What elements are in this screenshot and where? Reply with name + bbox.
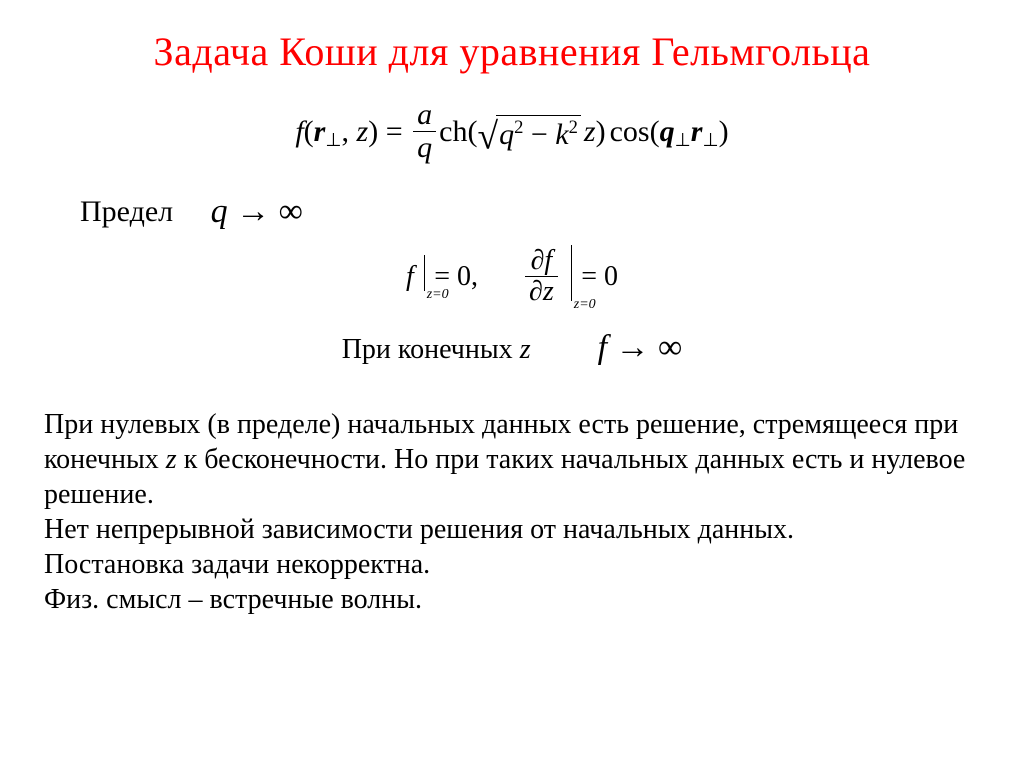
partial-num: ∂f [525,246,558,276]
symbol-f2: f [406,261,414,292]
main-equation: f(r⊥, z) = aqch(√q2 − k2z)cos(q⊥r⊥) [44,99,980,165]
eval-bar-1: z=0 [424,255,426,299]
paren-close: ) [368,115,378,148]
symbol-q: q [499,118,514,151]
symbol-q-lim: q [211,193,228,230]
partial-fraction: ∂f ∂z [525,246,558,308]
exp-2a: 2 [514,117,523,138]
para1b: к бесконечности. Но при таких начальных … [44,444,965,510]
equals: = [378,115,410,148]
vector-q: q [660,115,675,148]
limit-expression: q → ∞ [211,193,303,231]
partial-den: ∂z [525,277,558,308]
minus: − [523,118,555,151]
fraction-den: q [413,132,436,166]
perp-subscript: ⊥ [325,130,341,151]
cos-close: ) [719,115,729,148]
partial-d1: ∂ [531,245,545,276]
slide: Задача Коши для уравнения Гельмгольца f(… [0,0,1024,768]
infinity-icon-2: ∞ [658,329,682,366]
eval-bar-2: z=0 [571,245,573,309]
perp-subscript-r: ⊥ [702,130,718,151]
slide-title: Задача Коши для уравнения Гельмгольца [44,28,980,75]
arrow-icon: → [228,193,279,230]
comma: , [342,115,357,148]
partial-z: z [543,276,554,307]
limit-label: Предел [80,195,173,229]
ch-open: ch( [439,115,477,148]
vector-r2: r [691,115,703,148]
body-text: При нулевых (в пределе) начальных данных… [44,407,980,617]
cos-open: cos( [610,115,660,148]
vector-r: r [314,115,326,148]
symbol-z: z [357,115,369,148]
radicand: q2 − k2 [496,115,581,152]
fraction-a-over-q: aq [413,99,436,165]
eval-sub-1: z=0 [427,287,449,303]
symbol-k: k [555,118,568,151]
perp-subscript-q: ⊥ [675,130,691,151]
equals-zero-2: = 0 [581,261,618,292]
para3: Постановка задачи некорректна. [44,549,430,580]
eval-sub-2: z=0 [574,297,596,313]
para2: Нет непрерывной зависимости решения от н… [44,514,794,545]
symbol-z2: z [584,115,596,148]
finite-expression: f → ∞ [598,329,683,366]
ch-close: ) [596,115,606,148]
para4: Физ. смысл – встречные волны. [44,584,422,615]
sqrt: √q2 − k2 [477,111,580,154]
fraction-num: a [413,99,436,132]
partial-f: f [544,245,552,276]
partial-d2: ∂ [529,276,543,307]
symbol-f: f [295,115,303,148]
vertical-bar-icon [424,255,426,291]
boundary-conditions: f z=0 = 0, ∂f ∂z z=0 = 0 [44,245,980,309]
symbol-f3: f [598,329,607,366]
arrow-icon-2: → [607,329,658,366]
limit-line: Предел q → ∞ [80,193,980,231]
radical-icon: √ [477,115,498,158]
finite-z-line: При конечных z f → ∞ [44,329,980,367]
finite-z: z [520,334,531,365]
exp-2b: 2 [569,117,578,138]
vertical-bar-icon-2 [571,245,573,301]
finite-label: При конечных [342,334,520,365]
para1-z: z [166,444,177,475]
paren-open: ( [304,115,314,148]
infinity-icon: ∞ [279,193,303,230]
